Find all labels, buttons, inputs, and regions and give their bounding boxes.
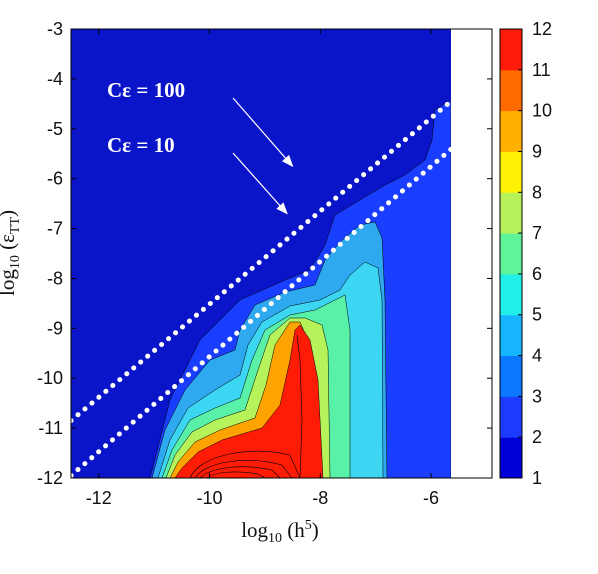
colorbar-segment xyxy=(500,314,522,357)
y-tick-label: -10 xyxy=(37,368,63,388)
x-axis-label: log10 (h5) xyxy=(241,518,319,546)
colorbar-frame xyxy=(499,28,523,479)
y-tick-label: -3 xyxy=(47,19,63,39)
colorbar-tick-label: 10 xyxy=(532,101,552,121)
colorbar-segment xyxy=(500,233,522,275)
x-tick-label: -8 xyxy=(312,488,328,508)
colorbar-tick-label: 2 xyxy=(532,427,542,447)
colorbar-segment xyxy=(500,192,522,234)
colorbar-segment xyxy=(500,437,522,479)
colorbar-segment xyxy=(500,355,522,397)
y-tick-label: -11 xyxy=(38,418,63,438)
y-axis-ticks: -3 -4 -5 -6 -7 -8 -9 -10 -11 -12 xyxy=(37,19,492,488)
y-tick-label: -9 xyxy=(47,318,63,338)
y-tick-label: -8 xyxy=(47,268,63,288)
x-tick-label: -10 xyxy=(196,488,222,508)
colorbar-tick-label: 11 xyxy=(532,60,551,80)
y-tick-label: -6 xyxy=(47,169,63,189)
contour-regions xyxy=(71,97,451,478)
colorbar-segment xyxy=(500,151,522,193)
contour-level-9 xyxy=(174,324,324,478)
y-tick-label: -5 xyxy=(47,119,63,139)
plot-blank-region xyxy=(451,29,492,478)
threshold-line xyxy=(71,97,451,424)
x-tick-label: -12 xyxy=(86,488,112,508)
plot-frame xyxy=(70,28,493,479)
colorbar-tick-label: 8 xyxy=(532,182,542,202)
annotation-label: Cε = 100 xyxy=(107,78,185,102)
colorbar-tick-label: 12 xyxy=(532,19,552,39)
colorbar-segment xyxy=(500,110,522,152)
colorbar-tick-label: 5 xyxy=(532,305,542,325)
colorbar-segment xyxy=(500,29,522,71)
colorbar-tick-label: 7 xyxy=(532,223,542,243)
threshold-line xyxy=(71,145,451,478)
x-tick-label: -6 xyxy=(423,488,439,508)
y-axis-label: log10 (εTT) xyxy=(0,210,23,296)
inner-contour-line xyxy=(296,334,303,478)
annotation-label: Cε = 10 xyxy=(107,133,175,157)
colorbar-tick-label: 3 xyxy=(532,386,542,406)
colorbar-segment xyxy=(500,69,522,112)
colorbar-segment xyxy=(500,396,522,438)
y-tick-label: -12 xyxy=(37,468,63,488)
inner-contour-line xyxy=(199,466,281,478)
y-tick-label: -7 xyxy=(47,219,63,239)
annotation-arrow xyxy=(232,97,294,168)
annotations: Cε = 100 Cε = 10 xyxy=(107,78,294,215)
colorbar-segment xyxy=(500,273,522,316)
x-axis-ticks: -12 -10 -8 -6 xyxy=(86,29,439,508)
colorbar-tick-label: 1 xyxy=(532,468,542,488)
inner-contour-line xyxy=(194,460,293,478)
y-tick-label: -4 xyxy=(47,69,63,89)
annotation-arrow xyxy=(232,152,288,215)
colorbar-tick-label: 4 xyxy=(532,346,542,366)
colorbar-tick-label: 9 xyxy=(532,141,542,161)
colorbar-tick-label: 6 xyxy=(532,264,542,284)
